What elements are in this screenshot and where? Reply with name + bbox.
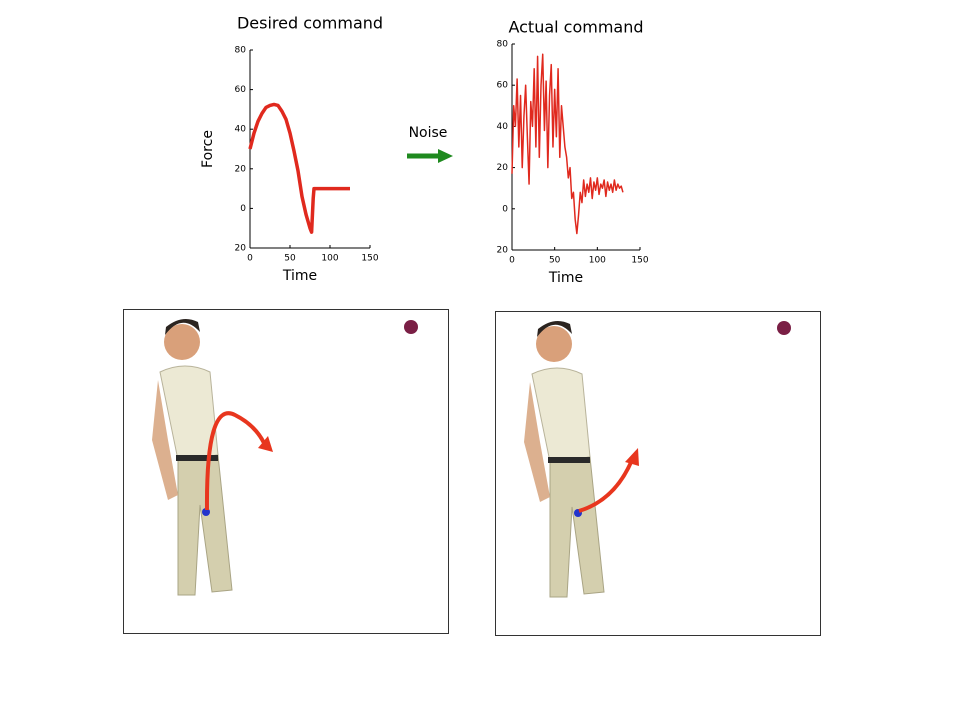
y-tick-label: 20 <box>235 164 247 174</box>
panel-right <box>495 311 821 636</box>
x-tick-label: 50 <box>284 254 296 264</box>
line-series <box>248 102 350 234</box>
y-tick-label: 60 <box>497 81 509 91</box>
y-axis-label: Force <box>200 130 216 168</box>
y-tick-label: 40 <box>235 125 247 135</box>
line-series <box>511 53 624 235</box>
y-tick-label: 20 <box>497 246 509 256</box>
x-tick-label: 100 <box>321 254 338 264</box>
x-axis-label: Time <box>548 270 583 286</box>
x-tick-label: 50 <box>549 256 561 266</box>
x-tick-label: 0 <box>509 256 515 266</box>
x-axis-label: Time <box>282 268 317 284</box>
noise-arrow <box>407 149 453 163</box>
y-tick-label: 20 <box>235 244 247 254</box>
chart-title: Desired command <box>237 14 383 33</box>
y-tick-label: 0 <box>240 204 246 214</box>
x-tick-label: 100 <box>589 256 606 266</box>
noise-label: Noise <box>409 125 448 141</box>
y-tick-label: 0 <box>502 204 508 214</box>
y-tick-label: 20 <box>497 163 509 173</box>
panel-left <box>123 309 449 634</box>
y-tick-label: 60 <box>235 85 247 95</box>
y-tick-label: 80 <box>235 46 247 56</box>
x-tick-label: 0 <box>247 254 253 264</box>
x-tick-label: 150 <box>631 256 648 266</box>
y-tick-label: 40 <box>497 122 509 132</box>
x-tick-label: 150 <box>361 254 378 264</box>
chart-title: Actual command <box>508 18 643 37</box>
y-tick-label: 80 <box>497 40 509 50</box>
